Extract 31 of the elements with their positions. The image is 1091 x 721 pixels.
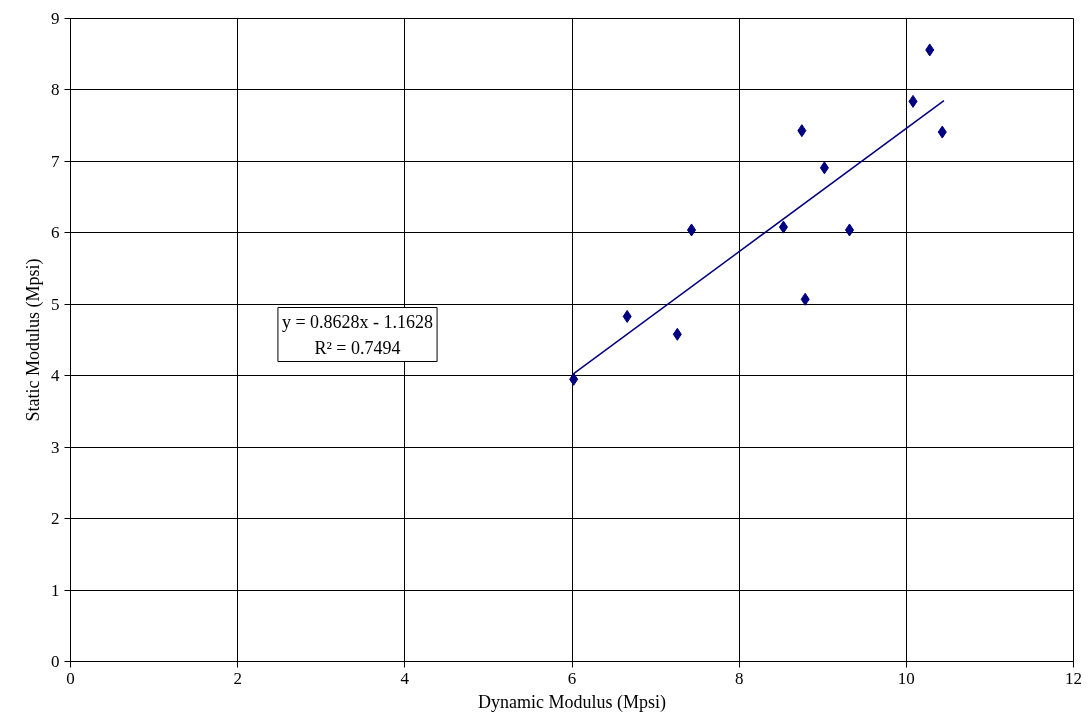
x-tick-label: 0 (66, 668, 75, 688)
y-tick-label: 6 (51, 223, 60, 243)
point (797, 124, 807, 138)
annotation: y = 0.8628x - 1.1628 R² = 0.7494 (281, 311, 434, 358)
point (800, 292, 810, 306)
y-tick-label: 5 (51, 294, 60, 314)
x-tick-label: 6 (567, 668, 577, 688)
y-tick-label: 8 (51, 80, 60, 100)
y-tick-label: 4 (51, 366, 60, 386)
x-tick-label: 10 (897, 668, 915, 688)
point (819, 161, 829, 175)
point (687, 223, 697, 237)
point (569, 372, 579, 386)
y-tick-label: 0 (51, 652, 60, 671)
y-tick-label: 1 (51, 580, 60, 600)
point (925, 43, 935, 57)
x-axis-title: Dynamic Modulus (Mpsi) (478, 691, 667, 713)
point (937, 125, 947, 139)
y-tick-label: 9 (51, 9, 60, 28)
point (622, 309, 632, 323)
y-axis-title: Static Modulus (Mpsi) (23, 258, 44, 422)
x-tick-label: 8 (734, 668, 744, 688)
x-tick-label: 2 (233, 668, 242, 688)
y-tick-label: 7 (51, 151, 60, 171)
y-tick-label: 3 (51, 437, 60, 457)
point (672, 327, 682, 341)
point (908, 94, 918, 108)
point (778, 220, 788, 234)
x-tick-label: 4 (400, 668, 410, 688)
x-tick-label: 12 (1065, 668, 1082, 688)
y-tick-label: 2 (51, 509, 60, 529)
